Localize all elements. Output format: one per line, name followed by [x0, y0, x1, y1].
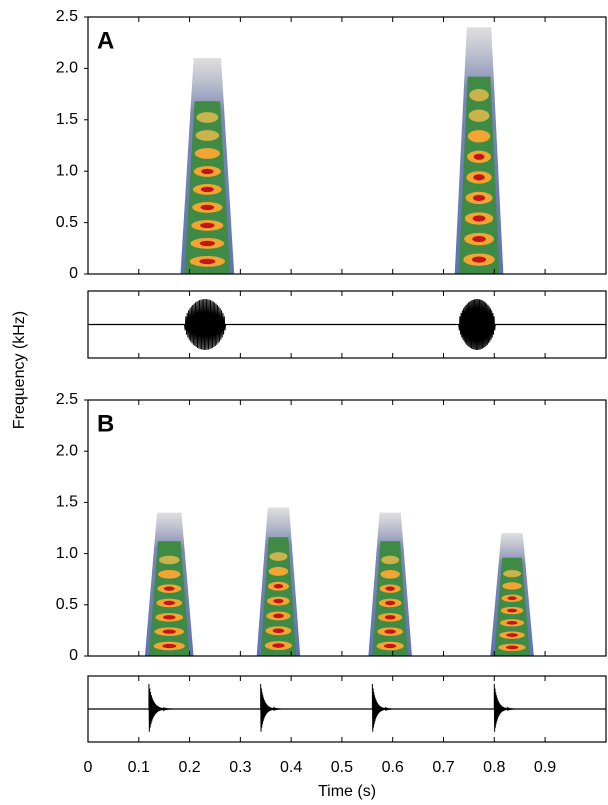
harmonic-band: [503, 569, 522, 578]
call-spectrogram: [454, 27, 504, 275]
x-tick-label: 0: [84, 759, 93, 776]
harmonic-band: [381, 555, 400, 565]
harmonic-peak: [472, 194, 486, 202]
y-tick-label: 0.5: [56, 596, 78, 613]
harmonic-band: [158, 569, 181, 579]
harmonic-peak: [163, 586, 175, 591]
harmonic-peak: [199, 258, 216, 265]
plot-frame: [87, 399, 607, 657]
x-tick-label: 0.9: [534, 759, 556, 776]
call-spectrogram: [256, 507, 301, 656]
harmonic-peak: [272, 613, 284, 619]
harmonic-peak: [272, 643, 285, 648]
harmonic-peak: [472, 235, 486, 243]
y-tick-label: 1.5: [56, 494, 78, 511]
x-tick-label: 0.2: [178, 759, 200, 776]
harmonic-peak: [472, 215, 486, 222]
x-tick-label: 0.5: [331, 759, 353, 776]
harmonic-peak: [506, 608, 518, 613]
harmonic-peak: [384, 629, 396, 634]
call-spectrogram: [180, 58, 235, 275]
harmonic-peak: [199, 240, 215, 247]
y-tick-label: 1.0: [56, 545, 78, 562]
harmonic-band: [158, 555, 180, 565]
call-spectrogram: [490, 533, 534, 656]
harmonic-peak: [200, 222, 215, 229]
harmonic-peak: [163, 615, 176, 620]
x-tick-label: 0.6: [382, 759, 404, 776]
y-tick-label: 2.5: [56, 8, 78, 25]
harmonic-peak: [273, 583, 284, 589]
harmonic-peak: [272, 628, 285, 633]
waveform-frame: [87, 290, 607, 359]
harmonic-peak: [200, 204, 215, 211]
y-tick-label: 2.0: [56, 442, 78, 459]
y-tick-label: 1.5: [56, 111, 78, 128]
call-spectrogram: [144, 512, 194, 656]
harmonic-band: [468, 109, 490, 122]
harmonic-peak: [506, 633, 518, 637]
y-tick-label: 0: [69, 265, 78, 282]
x-tick-label: 0.7: [432, 759, 454, 776]
plot-frame: [87, 16, 607, 275]
call-spectrogram: [368, 512, 412, 656]
harmonic-peak: [473, 153, 485, 160]
harmonic-peak: [385, 586, 395, 591]
y-tick-label: 1.0: [56, 162, 78, 179]
panel-label: B: [97, 410, 114, 437]
x-axis-label: Time (s): [318, 783, 376, 800]
harmonic-peak: [201, 168, 214, 175]
harmonic-band: [467, 130, 491, 143]
call-core: [494, 557, 530, 656]
y-tick-label: 2.0: [56, 60, 78, 77]
x-tick-label: 0.1: [128, 759, 150, 776]
harmonic-band: [195, 130, 220, 141]
harmonic-peak: [473, 174, 485, 181]
harmonic-band: [194, 148, 221, 159]
waveform-burst: [493, 683, 516, 732]
waveform-frame: [87, 675, 607, 743]
call-core: [148, 541, 190, 656]
waveform-burst: [148, 683, 174, 732]
waveform-burst: [183, 299, 227, 350]
waveform-burst: [260, 683, 283, 732]
harmonic-peak: [273, 598, 284, 604]
y-tick-label: 0.5: [56, 214, 78, 231]
harmonic-peak: [200, 186, 214, 193]
harmonic-band: [380, 569, 400, 579]
harmonic-band: [269, 552, 288, 561]
harmonic-peak: [506, 620, 518, 625]
harmonic-peak: [385, 600, 396, 606]
y-tick-label: 0: [69, 647, 78, 664]
harmonic-band: [196, 112, 219, 123]
harmonic-band: [469, 88, 489, 102]
y-axis-label: Frequency (kHz): [11, 311, 28, 429]
harmonic-band: [268, 566, 289, 576]
harmonic-peak: [507, 596, 517, 601]
y-tick-label: 2.5: [56, 391, 78, 408]
harmonic-peak: [505, 645, 519, 650]
harmonic-band: [502, 582, 522, 590]
x-tick-label: 0.4: [280, 759, 302, 776]
harmonic-peak: [162, 629, 176, 634]
waveform-burst: [371, 683, 394, 732]
x-tick-label: 0.3: [229, 759, 251, 776]
panel-label: A: [97, 27, 114, 54]
harmonic-peak: [384, 615, 396, 620]
harmonic-peak: [162, 643, 177, 649]
waveform-burst: [458, 299, 496, 350]
harmonic-peak: [471, 256, 487, 263]
harmonic-peak: [163, 600, 176, 606]
x-tick-label: 0.8: [483, 759, 505, 776]
harmonic-peak: [384, 643, 397, 649]
